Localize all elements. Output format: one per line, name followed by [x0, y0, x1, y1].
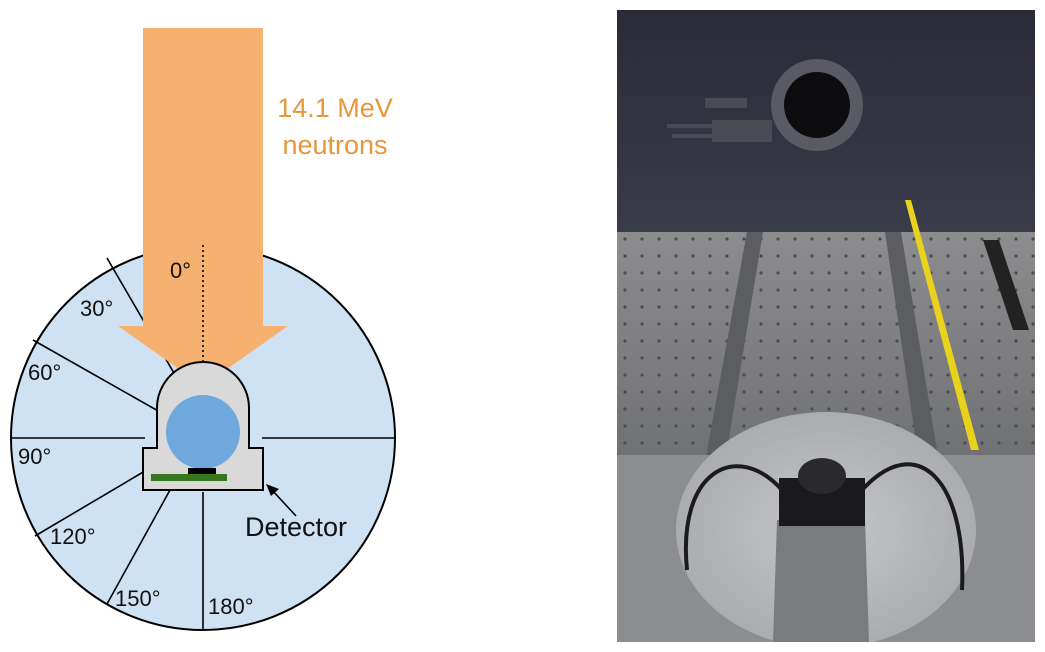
angle-label-180: 180°	[208, 594, 254, 619]
experiment-photo	[617, 10, 1035, 642]
photo-detector-dome	[798, 458, 846, 494]
angle-label-90: 90°	[18, 444, 51, 469]
angle-label-30: 30°	[80, 296, 113, 321]
photo-cable-left	[683, 464, 784, 571]
angle-diagram: 14.1 MeV neutrons 0° 30° 60° 90° 120° 15…	[10, 28, 396, 631]
beam-label-line2: neutrons	[282, 130, 387, 160]
detector-sphere	[166, 395, 240, 469]
angle-label-150: 150°	[115, 586, 161, 611]
photo-rail-left	[705, 232, 763, 462]
divider-60	[32, 339, 161, 413]
angle-label-60: 60°	[28, 360, 61, 385]
divider-120	[34, 467, 151, 537]
divider-150	[106, 489, 171, 605]
neutron-beam-arrow	[118, 28, 288, 386]
detector-pcb	[151, 474, 227, 481]
detector-label: Detector	[245, 512, 347, 542]
detector-pointer-line	[271, 489, 297, 517]
angle-label-0: 0°	[170, 258, 191, 283]
photo-detector-mount	[773, 520, 869, 642]
photo-scale-bar	[983, 240, 1029, 330]
angle-label-120: 120°	[50, 524, 96, 549]
detector-pointer-head	[266, 484, 279, 496]
photo-bracket	[667, 98, 772, 142]
photo-measuring-tape	[905, 200, 979, 450]
photo-cable-right	[860, 462, 965, 591]
photo-rail-right	[885, 232, 939, 462]
sector-dividers	[12, 257, 394, 630]
detector-sensor	[188, 468, 216, 474]
photo-beam-port	[784, 72, 850, 138]
beam-label-line1: 14.1 MeV	[277, 93, 393, 123]
